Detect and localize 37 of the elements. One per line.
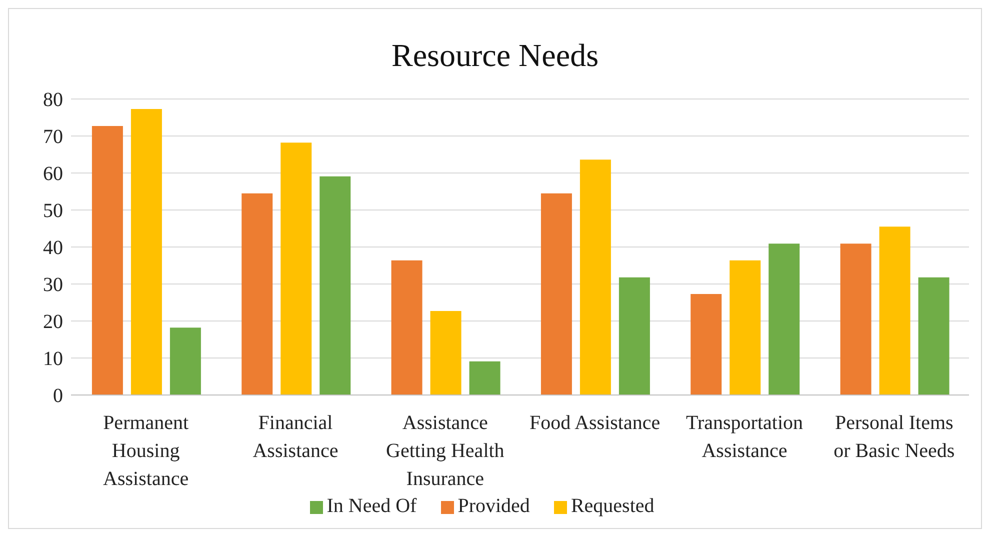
bar (280, 142, 312, 395)
x-tick-label: Food Assistance (530, 412, 660, 434)
bar (580, 160, 611, 395)
chart-title: Resource Needs (390, 36, 600, 75)
y-tick-label: 40 (43, 237, 63, 260)
bar (92, 126, 123, 395)
y-tick-label: 70 (43, 126, 63, 148)
y-tick-label: 60 (43, 163, 63, 186)
legend-label: Provided (458, 495, 530, 517)
x-tick-label: Transportation Assistance (686, 412, 804, 462)
bar (618, 277, 650, 395)
bar (170, 328, 201, 395)
bar (130, 108, 162, 395)
bar (391, 260, 422, 395)
bar (879, 226, 910, 395)
x-tick-label: Financial Assistance (252, 412, 338, 462)
y-tick-label: 10 (43, 348, 63, 370)
bar (730, 260, 761, 395)
x-tick-label: Personal Items or Basic Needs (834, 412, 955, 462)
y-tick-label: 80 (43, 89, 63, 112)
x-tick-label: Permanent Housing Assistance (103, 412, 190, 490)
x-tick-label: Assistance Getting Health Insurance (386, 412, 504, 490)
bar (540, 193, 572, 395)
bar (242, 193, 273, 395)
legend-label: Requested (570, 495, 654, 517)
y-tick-label: 20 (43, 311, 63, 334)
bar (469, 361, 500, 395)
bar (320, 176, 351, 395)
legend-label: In Need Of (326, 495, 417, 517)
y-tick-label: 30 (43, 274, 63, 296)
bar (768, 244, 800, 395)
y-tick-label: 0 (53, 385, 63, 408)
y-tick-label: 50 (43, 200, 63, 222)
bar (690, 294, 722, 395)
bar (840, 244, 872, 395)
bar (918, 277, 950, 395)
bar (430, 311, 462, 395)
